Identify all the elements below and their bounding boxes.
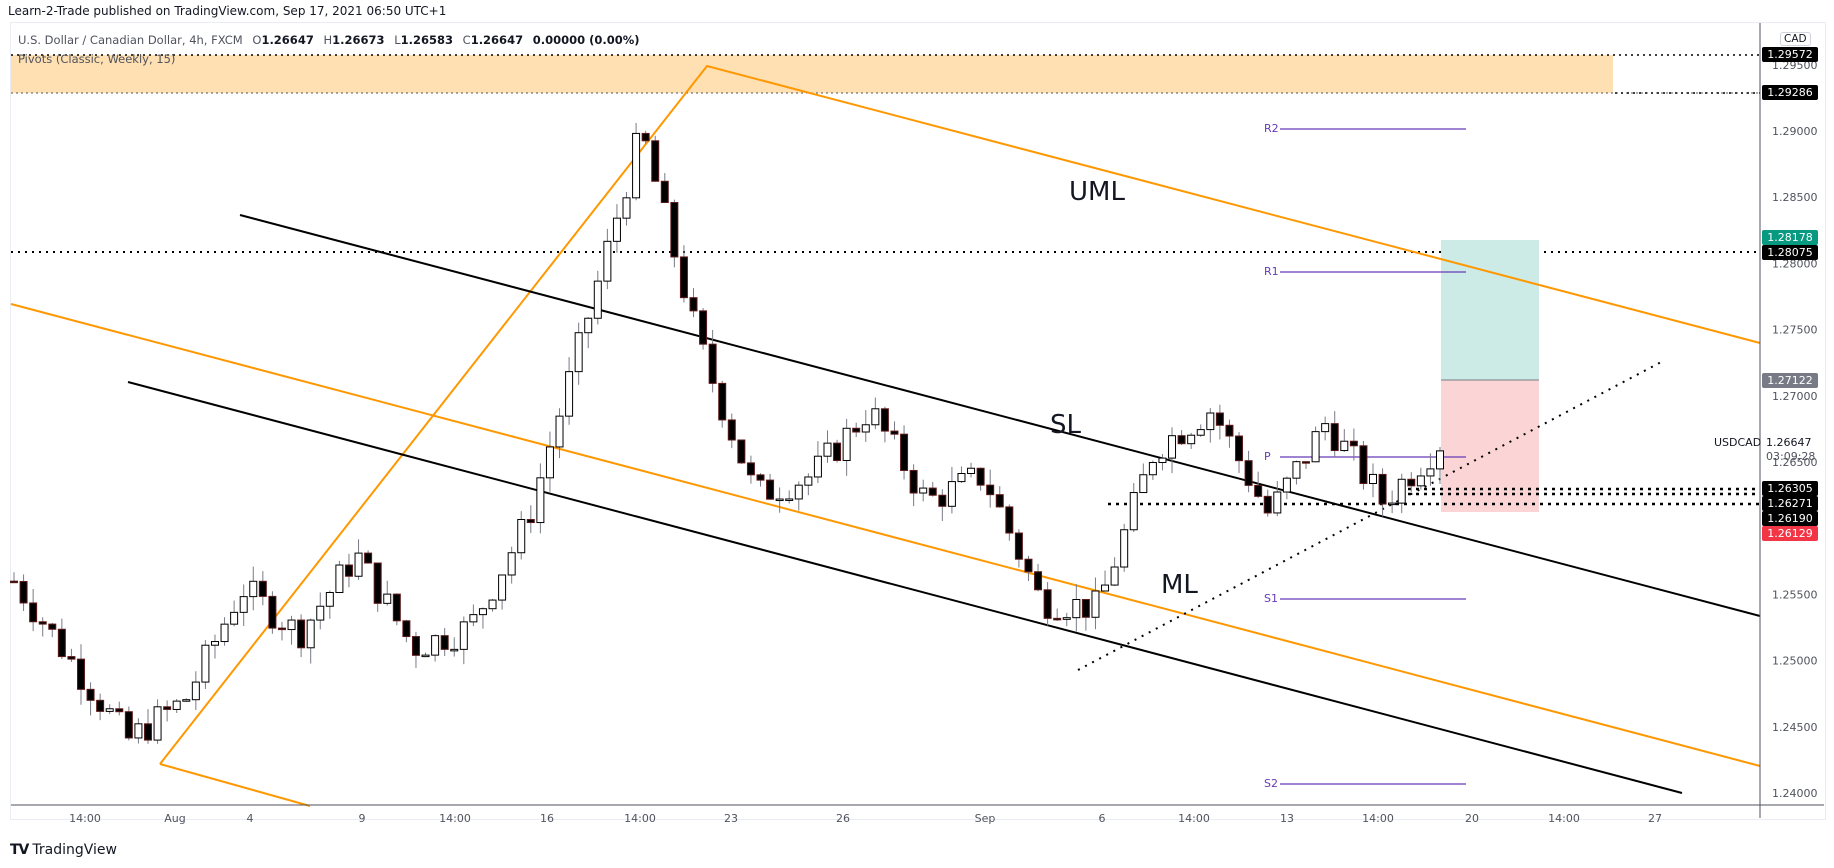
price-tag: 1.27122 [1762,373,1818,388]
svg-text:1.29000: 1.29000 [1772,125,1818,138]
close-label: C [462,33,471,47]
time-axis[interactable]: 14:00 Aug 4 9 14:00 16 14:00 23 26 Sep 6 14:00 13 14:… [69,812,1662,825]
svg-text:13: 13 [1280,812,1294,825]
svg-text:1.27000: 1.27000 [1772,390,1818,403]
svg-text:9: 9 [359,812,366,825]
svg-text:1.28000: 1.28000 [1772,257,1818,270]
svg-text:14:00: 14:00 [1362,812,1394,825]
price-tag: 1.26305 [1762,481,1818,496]
svg-text:1.24500: 1.24500 [1772,721,1818,734]
svg-text:1.24000: 1.24000 [1772,787,1818,800]
pivot-lines [1280,128,1466,785]
pivot-p-label: P [1264,450,1271,463]
svg-text:1.27500: 1.27500 [1772,324,1818,337]
svg-text:6: 6 [1099,812,1106,825]
pivot-r1-label: R1 [1264,265,1279,278]
svg-text:20: 20 [1465,812,1479,825]
price-tag: 1.28178 [1762,230,1818,245]
svg-text:Sep: Sep [975,812,996,825]
resistance-zone[interactable] [11,55,1613,93]
tradingview-logo-icon: TV [10,842,29,858]
price-tag: 1.29572 [1762,47,1818,62]
price-tag: 1.26129 [1762,526,1818,541]
schiff-lines[interactable] [127,214,1761,794]
symbol-tag: USDCAD [1714,436,1762,449]
svg-text:14:00: 14:00 [624,812,656,825]
price-tag: 1.29286 [1762,85,1818,100]
symbol-description: U.S. Dollar / Canadian Dollar, 4h, FXCM [18,33,243,47]
close-value: 1.26647 [470,33,524,47]
pivot-s2-label: S2 [1264,777,1278,790]
price-tag: 1.26190 [1762,511,1818,526]
svg-text:1.26500: 1.26500 [1772,456,1818,469]
symbol-legend: U.S. Dollar / Canadian Dollar, 4h, FXCM … [18,33,640,47]
svg-text:1.25500: 1.25500 [1772,588,1818,601]
bar-countdown: 03:09:28 [1766,450,1816,463]
svg-text:16: 16 [540,812,554,825]
pivot-s1-label: S1 [1264,592,1278,605]
svg-text:1.25000: 1.25000 [1772,655,1818,668]
svg-text:14:00: 14:00 [69,812,101,825]
svg-text:Aug: Aug [164,812,185,825]
stop-zone[interactable] [1441,380,1539,512]
price-tag: 1.28075 [1762,245,1818,260]
last-price: 1.26647 [1766,436,1812,449]
currency-badge[interactable]: CAD [1780,32,1811,46]
svg-text:27: 27 [1648,812,1662,825]
low-value: 1.26583 [400,33,453,47]
label-uml[interactable]: UML [1069,177,1125,207]
andrews-pitchfork[interactable] [10,64,1761,807]
tradingview-logo[interactable]: TV TradingView [10,842,117,858]
target-zone[interactable] [1441,240,1539,380]
indicator-label[interactable]: Pivots (Classic, Weekly, 15) [18,52,176,66]
label-ml[interactable]: ML [1161,570,1198,600]
high-value: 1.26673 [332,33,385,47]
label-sl[interactable]: SL [1050,410,1081,440]
svg-text:4: 4 [247,812,254,825]
low-label: L [394,33,401,47]
pivot-r2-label: R2 [1264,122,1279,135]
ascending-trendline[interactable] [1077,359,1666,671]
svg-text:14:00: 14:00 [439,812,471,825]
svg-text:14:00: 14:00 [1548,812,1580,825]
high-label: H [323,33,333,47]
svg-text:23: 23 [724,812,738,825]
price-axis[interactable]: 1.29500 1.29000 1.28500 1.28000 1.27500 1.270… [1772,59,1818,800]
brand-name: TradingView [32,842,117,858]
publisher-line: Learn-2-Trade published on TradingView.c… [8,4,447,18]
open-label: O [252,33,262,47]
svg-text:1.28500: 1.28500 [1772,191,1818,204]
change-value: 0.00000 (0.00%) [532,33,640,47]
open-value: 1.26647 [261,33,314,47]
price-tag: 1.26271 [1762,496,1818,511]
svg-text:26: 26 [836,812,850,825]
svg-text:14:00: 14:00 [1178,812,1210,825]
svg-text:1.29500: 1.29500 [1772,59,1818,72]
candlesticks[interactable] [10,122,1444,744]
